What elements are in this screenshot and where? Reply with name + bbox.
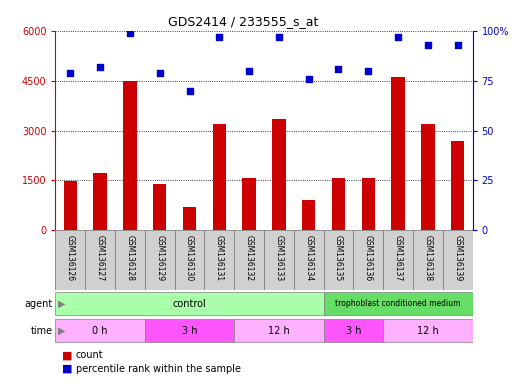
Bar — [302, 200, 315, 230]
Point — [96, 64, 105, 70]
FancyBboxPatch shape — [324, 319, 383, 343]
FancyBboxPatch shape — [145, 230, 175, 290]
Bar — [451, 141, 464, 230]
Point — [275, 34, 283, 40]
Bar — [123, 81, 137, 230]
Text: ■: ■ — [62, 364, 72, 374]
FancyBboxPatch shape — [234, 230, 264, 290]
FancyBboxPatch shape — [443, 230, 473, 290]
Bar — [421, 124, 435, 230]
Point — [423, 41, 432, 48]
Point — [185, 88, 194, 94]
Text: 12 h: 12 h — [268, 326, 290, 336]
Text: 12 h: 12 h — [417, 326, 439, 336]
Bar — [332, 179, 345, 230]
Bar — [64, 181, 77, 230]
FancyBboxPatch shape — [324, 292, 473, 316]
Text: GSM136130: GSM136130 — [185, 235, 194, 281]
FancyBboxPatch shape — [324, 230, 353, 290]
FancyBboxPatch shape — [55, 319, 145, 343]
Text: GSM136134: GSM136134 — [304, 235, 313, 281]
FancyBboxPatch shape — [264, 230, 294, 290]
Point — [364, 68, 373, 74]
Text: GSM136135: GSM136135 — [334, 235, 343, 281]
FancyBboxPatch shape — [175, 230, 204, 290]
Text: control: control — [173, 299, 206, 309]
Text: GSM136131: GSM136131 — [215, 235, 224, 281]
Text: count: count — [76, 350, 103, 360]
Text: agent: agent — [24, 299, 53, 309]
FancyBboxPatch shape — [115, 230, 145, 290]
Point — [215, 34, 223, 40]
Bar — [93, 173, 107, 230]
FancyBboxPatch shape — [383, 319, 473, 343]
Point — [66, 70, 74, 76]
Text: GSM136132: GSM136132 — [244, 235, 253, 281]
Bar — [362, 179, 375, 230]
Text: percentile rank within the sample: percentile rank within the sample — [76, 364, 241, 374]
Text: ■: ■ — [62, 350, 72, 360]
Point — [155, 70, 164, 76]
Text: 3 h: 3 h — [182, 326, 197, 336]
Bar — [213, 124, 226, 230]
Bar — [153, 184, 166, 230]
Title: GDS2414 / 233555_s_at: GDS2414 / 233555_s_at — [168, 15, 318, 28]
FancyBboxPatch shape — [55, 292, 324, 316]
FancyBboxPatch shape — [234, 319, 324, 343]
Point — [126, 30, 134, 36]
Bar — [183, 207, 196, 230]
Text: GSM136129: GSM136129 — [155, 235, 164, 281]
Point — [454, 41, 462, 48]
FancyBboxPatch shape — [383, 230, 413, 290]
FancyBboxPatch shape — [413, 230, 443, 290]
Text: ▶: ▶ — [58, 299, 65, 309]
Bar — [391, 77, 405, 230]
Text: GSM136138: GSM136138 — [423, 235, 432, 281]
Point — [245, 68, 253, 74]
Point — [334, 66, 343, 72]
FancyBboxPatch shape — [85, 230, 115, 290]
Bar — [272, 119, 286, 230]
Text: GSM136136: GSM136136 — [364, 235, 373, 281]
FancyBboxPatch shape — [145, 319, 234, 343]
FancyBboxPatch shape — [353, 230, 383, 290]
Text: GSM136128: GSM136128 — [126, 235, 135, 281]
Bar — [242, 179, 256, 230]
Text: time: time — [31, 326, 53, 336]
Text: GSM136126: GSM136126 — [66, 235, 75, 281]
Text: GSM136139: GSM136139 — [453, 235, 462, 281]
Text: GSM136127: GSM136127 — [96, 235, 105, 281]
Text: GSM136133: GSM136133 — [275, 235, 284, 281]
Point — [305, 76, 313, 82]
Text: GSM136137: GSM136137 — [393, 235, 402, 281]
Text: 0 h: 0 h — [92, 326, 108, 336]
FancyBboxPatch shape — [204, 230, 234, 290]
FancyBboxPatch shape — [294, 230, 324, 290]
Text: trophoblast conditioned medium: trophoblast conditioned medium — [335, 299, 461, 308]
FancyBboxPatch shape — [55, 230, 85, 290]
Text: ▶: ▶ — [58, 326, 65, 336]
Text: 3 h: 3 h — [346, 326, 361, 336]
Point — [394, 34, 402, 40]
